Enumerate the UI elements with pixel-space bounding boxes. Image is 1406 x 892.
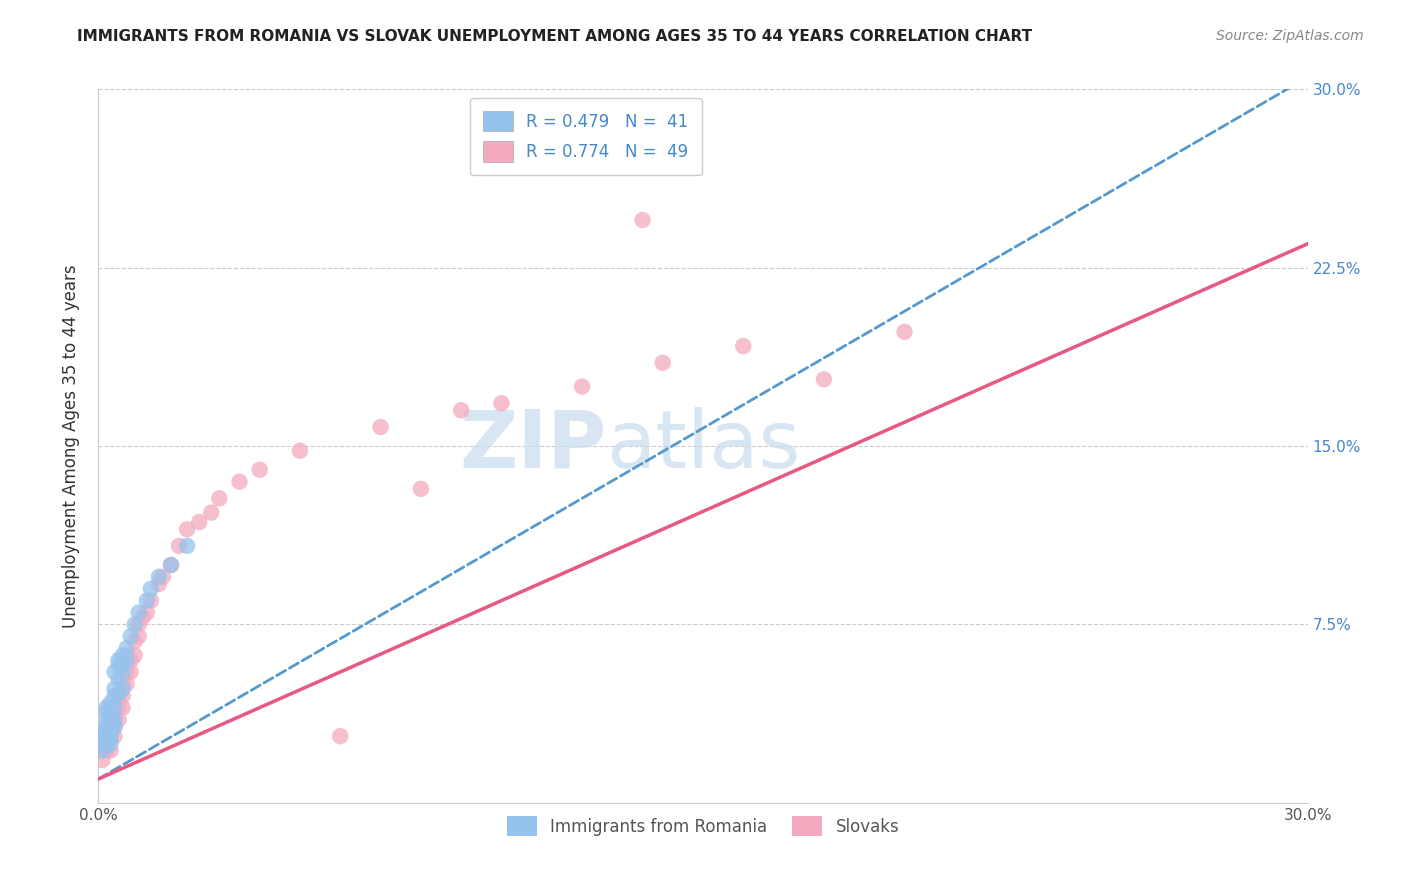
Point <box>100 743 122 757</box>
Point <box>100 696 122 710</box>
Point <box>100 724 122 739</box>
Point <box>160 558 183 572</box>
Point <box>228 475 250 489</box>
Point <box>370 420 392 434</box>
Point <box>103 729 125 743</box>
Point <box>571 379 593 393</box>
Point <box>115 653 138 667</box>
Point <box>249 463 271 477</box>
Point <box>91 743 114 757</box>
Point <box>111 648 134 663</box>
Point <box>111 700 134 714</box>
Point <box>91 729 114 743</box>
Point <box>107 657 129 672</box>
Point <box>329 729 352 743</box>
Text: IMMIGRANTS FROM ROMANIA VS SLOVAK UNEMPLOYMENT AMONG AGES 35 TO 44 YEARS CORRELA: IMMIGRANTS FROM ROMANIA VS SLOVAK UNEMPL… <box>77 29 1032 44</box>
Point <box>111 657 134 672</box>
Point <box>631 213 654 227</box>
Legend: Immigrants from Romania, Slovaks: Immigrants from Romania, Slovaks <box>495 805 911 848</box>
Point <box>107 686 129 700</box>
Point <box>107 672 129 686</box>
Point <box>733 339 755 353</box>
Point <box>103 689 125 703</box>
Point <box>128 617 150 632</box>
Point <box>152 570 174 584</box>
Point <box>96 736 118 750</box>
Point <box>167 539 190 553</box>
Point <box>107 653 129 667</box>
Text: ZIP: ZIP <box>458 407 606 485</box>
Point <box>96 743 118 757</box>
Point <box>124 617 146 632</box>
Point <box>132 610 155 624</box>
Point <box>288 443 311 458</box>
Point <box>176 539 198 553</box>
Point <box>103 700 125 714</box>
Point <box>409 482 432 496</box>
Point <box>111 689 134 703</box>
Point <box>139 582 162 596</box>
Point <box>893 325 915 339</box>
Point <box>103 713 125 727</box>
Point <box>91 736 114 750</box>
Point <box>91 753 114 767</box>
Point <box>120 653 142 667</box>
Point <box>813 372 835 386</box>
Point <box>91 724 114 739</box>
Point <box>103 665 125 679</box>
Point <box>100 706 122 720</box>
Text: atlas: atlas <box>606 407 800 485</box>
Point <box>100 736 122 750</box>
Point <box>176 522 198 536</box>
Point <box>208 491 231 506</box>
Point <box>107 689 129 703</box>
Point <box>128 606 150 620</box>
Point <box>139 593 162 607</box>
Point <box>96 729 118 743</box>
Point <box>111 681 134 696</box>
Point <box>160 558 183 572</box>
Point <box>103 706 125 720</box>
Point <box>124 648 146 663</box>
Point <box>124 634 146 648</box>
Y-axis label: Unemployment Among Ages 35 to 44 years: Unemployment Among Ages 35 to 44 years <box>62 264 80 628</box>
Point <box>135 593 157 607</box>
Point <box>115 648 138 663</box>
Point <box>107 713 129 727</box>
Point <box>120 629 142 643</box>
Point <box>100 724 122 739</box>
Point <box>115 665 138 679</box>
Point <box>96 700 118 714</box>
Point <box>96 720 118 734</box>
Point <box>100 729 122 743</box>
Point <box>103 720 125 734</box>
Point <box>188 515 211 529</box>
Point <box>103 720 125 734</box>
Point <box>128 629 150 643</box>
Point <box>148 577 170 591</box>
Point <box>107 700 129 714</box>
Point <box>115 641 138 656</box>
Point <box>96 739 118 753</box>
Point <box>96 713 118 727</box>
Point <box>135 606 157 620</box>
Point <box>200 506 222 520</box>
Point <box>148 570 170 584</box>
Point <box>115 677 138 691</box>
Point <box>100 729 122 743</box>
Point <box>103 681 125 696</box>
Point <box>96 706 118 720</box>
Point <box>450 403 472 417</box>
Point <box>96 734 118 748</box>
Point <box>111 677 134 691</box>
Point <box>651 356 673 370</box>
Text: Source: ZipAtlas.com: Source: ZipAtlas.com <box>1216 29 1364 43</box>
Point <box>491 396 513 410</box>
Point <box>111 665 134 679</box>
Point <box>100 713 122 727</box>
Point <box>120 665 142 679</box>
